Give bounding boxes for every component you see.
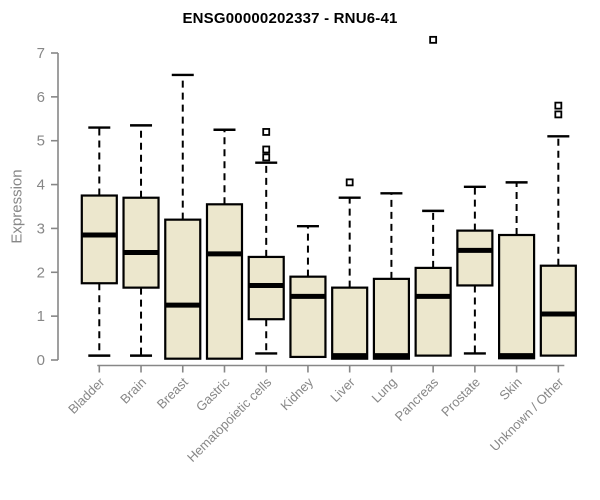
iqr-box	[498, 233, 536, 360]
outlier-point	[262, 153, 271, 162]
x-tick-label: Brain	[117, 375, 149, 407]
box-group-bladder	[80, 126, 118, 357]
x-tick-label: Liver	[327, 374, 358, 405]
x-tick-label: Kidney	[277, 374, 316, 413]
box-group-skin	[498, 181, 536, 360]
x-tick-label: Gastric	[193, 374, 233, 414]
y-tick-label: 6	[37, 89, 45, 106]
box-group-kidney	[289, 225, 327, 359]
x-tick-label: Skin	[496, 375, 524, 403]
box-group-brain	[122, 124, 160, 357]
box-group-gastric	[205, 128, 244, 360]
iqr-box	[289, 275, 327, 359]
iqr-box	[80, 194, 118, 285]
iqr-box	[456, 229, 494, 287]
outlier-point	[554, 101, 563, 110]
iqr-box	[247, 255, 285, 321]
iqr-box	[122, 196, 160, 289]
y-tick-label: 2	[37, 264, 45, 281]
x-tick-label: Bladder	[65, 374, 108, 417]
x-tick-label: Prostate	[438, 375, 483, 420]
outlier-point	[345, 178, 354, 187]
iqr-box	[164, 218, 202, 360]
x-tick-label: Lung	[368, 375, 399, 406]
box-group-lung	[372, 192, 411, 360]
y-tick-label: 7	[37, 45, 45, 62]
y-tick-label: 5	[37, 133, 45, 150]
iqr-box	[539, 264, 577, 357]
y-tick-label: 3	[37, 220, 45, 237]
x-tick-label: Unknown / Other	[487, 374, 567, 454]
chart-title: ENSG00000202337 - RNU6-41	[182, 10, 398, 27]
iqr-box	[331, 286, 369, 360]
box-group-prostate	[456, 185, 494, 355]
box-group-breast	[164, 73, 202, 360]
x-tick-label: Pancreas	[392, 374, 442, 424]
outlier-point	[262, 128, 271, 136]
box-group-pancreas	[414, 35, 452, 357]
x-tick-label: Breast	[154, 374, 191, 411]
box-group-unknown-other	[539, 101, 577, 357]
outlier-point	[554, 110, 563, 119]
box-group-liver	[331, 178, 369, 360]
outlier-point	[262, 145, 271, 154]
iqr-box	[414, 266, 452, 357]
y-tick-label: 4	[37, 177, 45, 194]
box-group-hematopoietic-cells	[247, 128, 285, 355]
outlier-point	[429, 35, 438, 44]
y-tick-label: 0	[37, 352, 45, 369]
iqr-box	[205, 203, 244, 360]
y-tick-label: 1	[37, 308, 45, 325]
iqr-box	[372, 277, 411, 360]
